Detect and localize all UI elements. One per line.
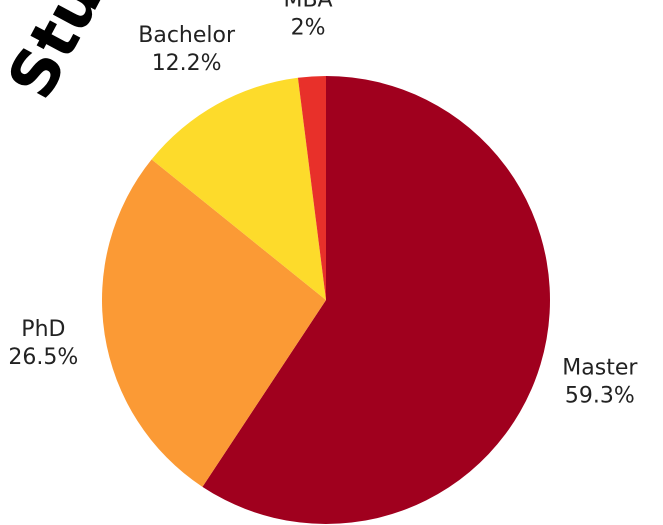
- slice-value-label: 2%: [291, 16, 326, 41]
- slice-label: PhD: [21, 317, 65, 342]
- pie-slice: [151, 77, 326, 301]
- pie-slice: [202, 76, 550, 524]
- slice-label: MBA: [283, 0, 332, 13]
- pie-slice: [297, 76, 326, 300]
- pie-slice: [101, 159, 326, 487]
- slice-label: Master: [562, 355, 638, 380]
- slice-value-label: 26.5%: [8, 345, 78, 370]
- slice-value-label: 59.3%: [565, 383, 635, 408]
- chart-title: Stude: [0, 0, 159, 111]
- slice-label: Bachelor: [138, 23, 236, 48]
- slice-value-label: 12.2%: [152, 51, 222, 76]
